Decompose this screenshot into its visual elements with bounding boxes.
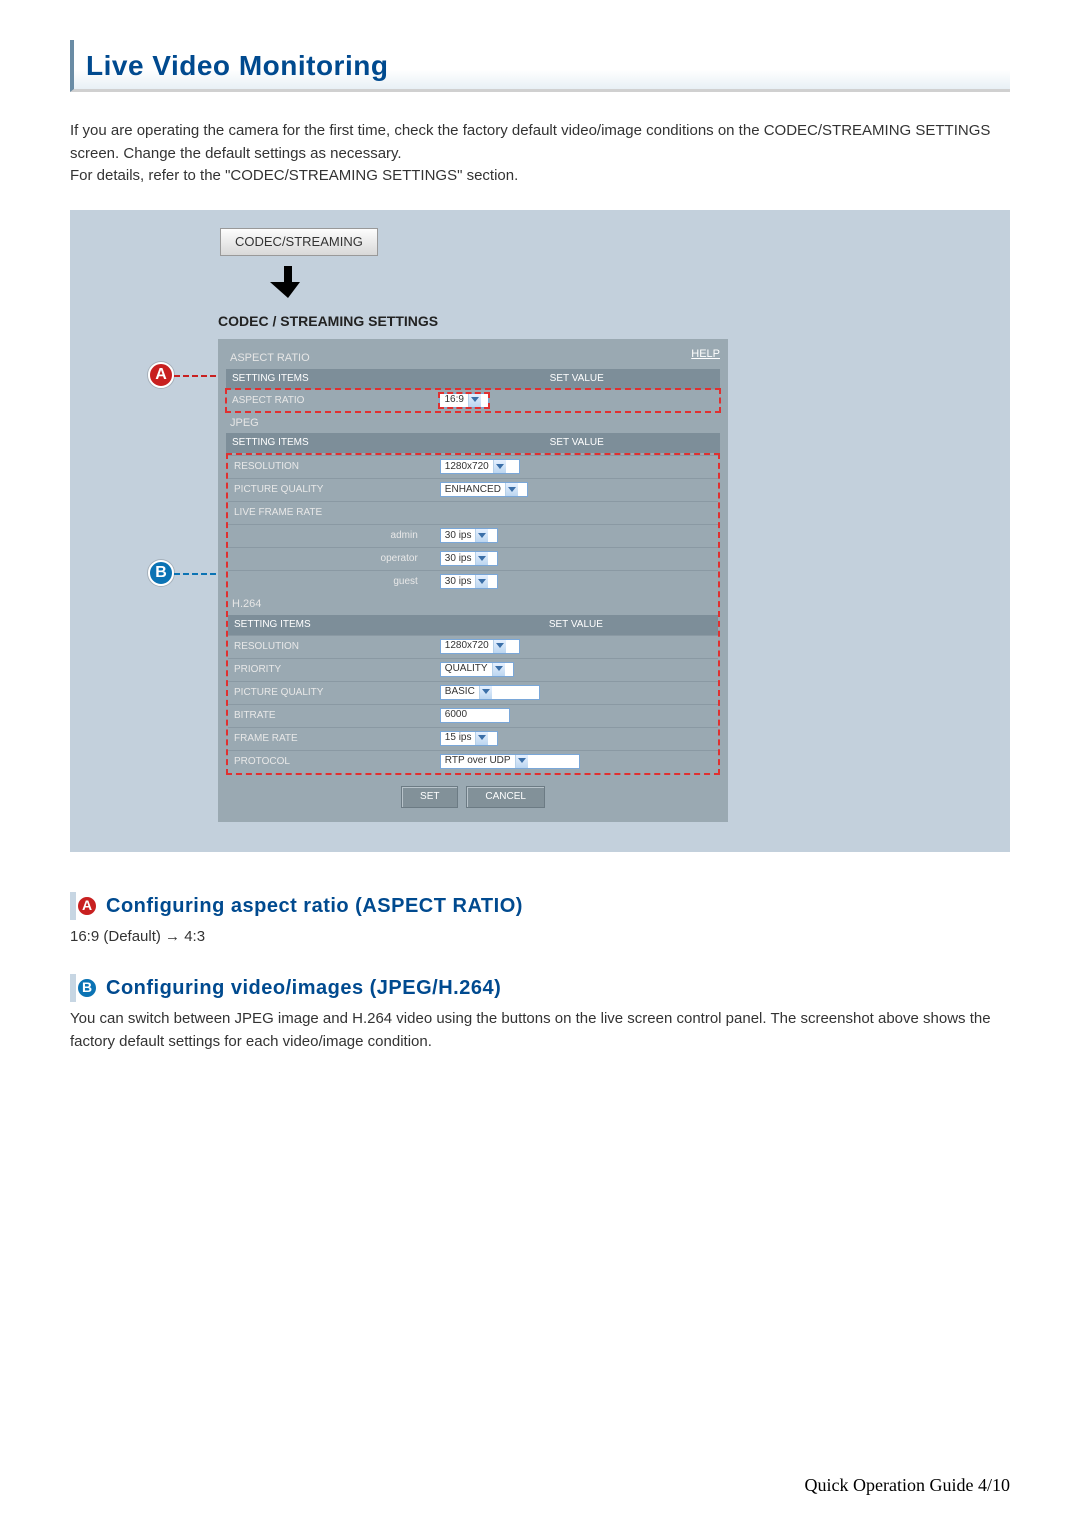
h264-resolution-row: RESOLUTION 1280x720 xyxy=(228,635,718,658)
jpeg-quality-row: PICTURE QUALITY ENHANCED xyxy=(228,478,718,501)
chevron-down-icon xyxy=(479,686,492,699)
chevron-down-icon xyxy=(475,575,488,588)
h264-framerate-label: FRAME RATE xyxy=(228,728,434,750)
col-value-header: SET VALUE xyxy=(434,615,718,635)
cancel-button[interactable]: CANCEL xyxy=(466,786,545,808)
chevron-down-icon xyxy=(475,552,488,565)
page-title: Live Video Monitoring xyxy=(86,46,1000,85)
h264-framerate-value: 15 ips xyxy=(445,731,472,745)
jpeg-admin-value: 30 ips xyxy=(445,529,472,543)
jpeg-resolution-row: RESOLUTION 1280x720 xyxy=(228,455,718,478)
arrow-down-icon xyxy=(270,264,306,300)
codec-streaming-tab[interactable]: CODEC/STREAMING xyxy=(220,228,378,256)
col-value-header: SET VALUE xyxy=(433,369,720,389)
section-a-badge: A xyxy=(76,895,98,917)
jpeg-quality-value: ENHANCED xyxy=(445,483,501,497)
jpeg-quality-label: PICTURE QUALITY xyxy=(228,479,434,501)
col-value-header: SET VALUE xyxy=(433,433,720,453)
set-button[interactable]: SET xyxy=(401,786,458,808)
callout-a-dash xyxy=(174,375,216,377)
h264-header: SETTING ITEMS SET VALUE xyxy=(228,615,718,635)
h264-resolution-value: 1280x720 xyxy=(445,639,489,653)
callout-a-badge: A xyxy=(148,362,174,388)
jpeg-admin-select[interactable]: 30 ips xyxy=(440,528,498,543)
aspect-ratio-label: ASPECT RATIO xyxy=(226,390,433,412)
chevron-down-icon xyxy=(493,460,506,473)
jpeg-operator-label: operator xyxy=(228,548,434,570)
jpeg-frame-rate-label: LIVE FRAME RATE xyxy=(228,502,434,524)
intro-text: If you are operating the camera for the … xyxy=(70,120,1010,188)
jpeg-guest-value: 30 ips xyxy=(445,575,472,589)
jpeg-frame-rate-row: LIVE FRAME RATE xyxy=(228,501,718,524)
section-b-title: Configuring video/images (JPEG/H.264) xyxy=(106,974,501,1002)
chevron-down-icon xyxy=(492,663,505,676)
jpeg-operator-select[interactable]: 30 ips xyxy=(440,551,498,566)
h264-framerate-row: FRAME RATE 15 ips xyxy=(228,727,718,750)
h264-quality-select[interactable]: BASIC xyxy=(440,685,540,700)
col-items-header: SETTING ITEMS xyxy=(228,615,434,635)
chevron-down-icon xyxy=(468,394,481,407)
aspect-ratio-value: 16:9 xyxy=(444,393,463,407)
section-b-heading: B Configuring video/images (JPEG/H.264) xyxy=(70,974,1010,1002)
h264-protocol-label: PROTOCOL xyxy=(228,751,434,773)
aspect-ratio-row: ASPECT RATIO 16:9 xyxy=(226,389,720,412)
section-a-body: 16:9 (Default) → 4:3 xyxy=(70,926,1010,949)
jpeg-resolution-value: 1280x720 xyxy=(445,460,489,474)
aspect-ratio-header: SETTING ITEMS SET VALUE xyxy=(226,369,720,389)
callout-b-dash xyxy=(174,573,216,575)
section-b-badge: B xyxy=(76,977,98,999)
jpeg-resolution-select[interactable]: 1280x720 xyxy=(440,459,520,474)
panel-button-row: SET CANCEL xyxy=(226,785,720,808)
jpeg-guest-label: guest xyxy=(228,571,434,593)
jpeg-section-label: JPEG xyxy=(226,412,720,433)
h264-protocol-value: RTP over UDP xyxy=(445,754,511,768)
chevron-down-icon xyxy=(475,732,488,745)
jpeg-operator-value: 30 ips xyxy=(445,552,472,566)
section-b-body: You can switch between JPEG image and H.… xyxy=(70,1008,1010,1053)
h264-section-label: H.264 xyxy=(228,593,718,614)
h264-resolution-label: RESOLUTION xyxy=(228,636,434,658)
h264-protocol-row: PROTOCOL RTP over UDP xyxy=(228,750,718,773)
h264-bitrate-row: BITRATE 6000 xyxy=(228,704,718,727)
h264-priority-row: PRIORITY QUALITY xyxy=(228,658,718,681)
h264-priority-value: QUALITY xyxy=(445,662,488,676)
settings-screenshot: CODEC/STREAMING CODEC / STREAMING SETTIN… xyxy=(70,210,1010,852)
jpeg-guest-select[interactable]: 30 ips xyxy=(440,574,498,589)
col-items-header: SETTING ITEMS xyxy=(226,433,433,453)
section-a-title: Configuring aspect ratio (ASPECT RATIO) xyxy=(106,892,523,920)
chevron-down-icon xyxy=(475,529,488,542)
h264-quality-row: PICTURE QUALITY BASIC xyxy=(228,681,718,704)
page-footer: Quick Operation Guide 4/10 xyxy=(70,1473,1010,1498)
h264-resolution-select[interactable]: 1280x720 xyxy=(440,639,520,654)
section-a-heading: A Configuring aspect ratio (ASPECT RATIO… xyxy=(70,892,1010,920)
callout-b-badge: B xyxy=(148,560,174,586)
h264-bitrate-input[interactable]: 6000 xyxy=(440,708,510,723)
jpeg-resolution-label: RESOLUTION xyxy=(228,456,434,478)
h264-bitrate-label: BITRATE xyxy=(228,705,434,727)
jpeg-header: SETTING ITEMS SET VALUE xyxy=(226,433,720,453)
h264-protocol-select[interactable]: RTP over UDP xyxy=(440,754,580,769)
aspect-ratio-section-label: ASPECT RATIO xyxy=(226,347,720,368)
h264-framerate-select[interactable]: 15 ips xyxy=(440,731,498,746)
chevron-down-icon xyxy=(505,483,518,496)
chevron-down-icon xyxy=(493,640,506,653)
jpeg-quality-select[interactable]: ENHANCED xyxy=(440,482,528,497)
h264-priority-label: PRIORITY xyxy=(228,659,434,681)
col-items-header: SETTING ITEMS xyxy=(226,369,433,389)
jpeg-group: RESOLUTION 1280x720 PICTURE QUALITY ENHA… xyxy=(226,453,720,774)
panel-heading: CODEC / STREAMING SETTINGS xyxy=(218,312,920,332)
settings-panel: HELP ASPECT RATIO SETTING ITEMS SET VALU… xyxy=(218,339,728,821)
jpeg-operator-row: operator 30 ips xyxy=(228,547,718,570)
h264-quality-label: PICTURE QUALITY xyxy=(228,682,434,704)
chevron-down-icon xyxy=(515,755,528,768)
h264-priority-select[interactable]: QUALITY xyxy=(440,662,514,677)
h264-quality-value: BASIC xyxy=(445,685,475,699)
jpeg-admin-label: admin xyxy=(228,525,434,547)
aspect-ratio-select[interactable]: 16:9 xyxy=(439,393,489,408)
help-link[interactable]: HELP xyxy=(691,347,720,362)
page-title-bar: Live Video Monitoring xyxy=(70,40,1010,92)
jpeg-guest-row: guest 30 ips xyxy=(228,570,718,593)
jpeg-admin-row: admin 30 ips xyxy=(228,524,718,547)
